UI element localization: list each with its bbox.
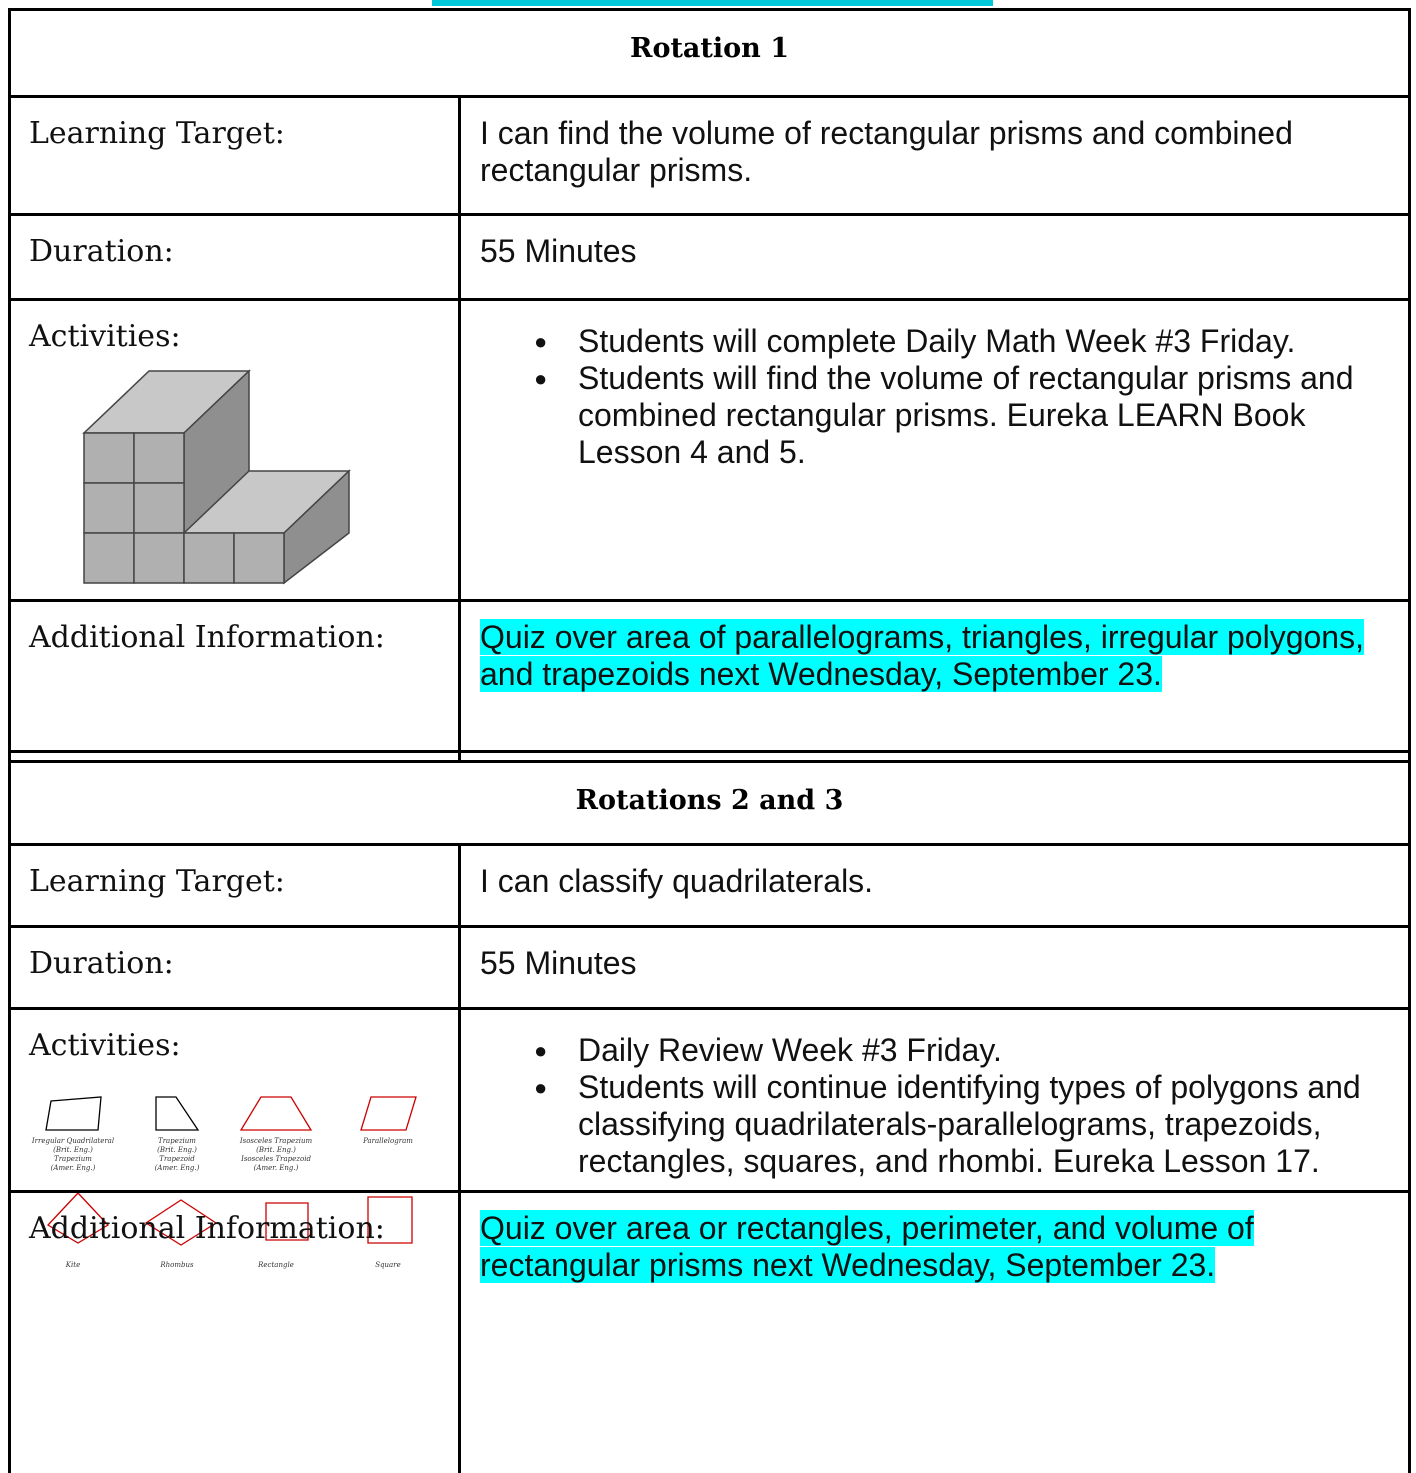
section-header: Rotations 2 and 3: [8, 760, 1411, 843]
table-row: Activities: Students will complete Daily …: [8, 298, 1411, 599]
figure-label: (Brit. Eng.): [256, 1146, 296, 1154]
column-divider: [458, 753, 461, 760]
cube-face: [83, 482, 135, 534]
cube-face: [83, 532, 135, 584]
row-content: Quiz over area of parallelograms, triang…: [480, 602, 1390, 693]
bullet-list: Students will complete Daily Math Week #…: [480, 323, 1390, 471]
table-row: Learning Target: I can find the volume of…: [8, 95, 1411, 213]
row-content: 55 Minutes: [480, 928, 1390, 982]
cube-face: [133, 432, 185, 484]
cube-face: [83, 432, 135, 484]
quadrilateral: [46, 1192, 110, 1244]
row-label: Additional Information:: [11, 1193, 461, 1473]
quadrilateral: [360, 1096, 417, 1131]
cube-face: [133, 482, 185, 534]
quadrilateral: [155, 1096, 200, 1131]
table-row: Additional Information: Quiz over area or…: [8, 1190, 1411, 1473]
cell-text: I can find the volume of rectangular pri…: [480, 115, 1293, 188]
table-row: Duration: 55 Minutes: [8, 925, 1411, 1007]
table-row: [8, 750, 1411, 760]
quadrilateral-figure: Irregular Quadrilateral(Brit. Eng.)Trape…: [31, 1096, 417, 1269]
figure-label: Square: [375, 1261, 400, 1269]
cell-text: 55 Minutes: [480, 945, 637, 981]
quadrilateral: [367, 1196, 413, 1244]
figure-label: Isosceles Trapezoid: [240, 1155, 311, 1163]
quadrilateral: [45, 1096, 102, 1131]
row-label: Additional Information:: [11, 602, 461, 750]
row-content: Quiz over area or rectangles, perimeter,…: [480, 1193, 1390, 1284]
cube-face: [133, 532, 185, 584]
bullet-item: Daily Review Week #3 Friday.: [534, 1032, 1390, 1069]
highlight-bar: [432, 0, 993, 6]
cube-face: [233, 532, 285, 584]
bullet-item: Students will complete Daily Math Week #…: [534, 323, 1390, 360]
row-label: Duration:: [11, 928, 461, 1007]
bullet-item: Students will continue identifying types…: [534, 1069, 1390, 1180]
table-row: Learning Target: I can classify quadrilat…: [8, 843, 1411, 925]
figure-label: Rectangle: [257, 1261, 294, 1269]
table-row: Activities:Daily Review Week #3 Friday.S…: [8, 1007, 1411, 1269]
row-label: Learning Target:: [11, 846, 461, 925]
figure-label: Parallelogram: [362, 1137, 413, 1145]
table-row: Duration: 55 Minutes: [8, 213, 1411, 298]
figure-label: Kite: [65, 1261, 80, 1269]
section-header: Rotation 1: [8, 8, 1411, 95]
figure-label: (Amer. Eng.): [254, 1164, 299, 1172]
cell-text: 55 Minutes: [480, 233, 637, 269]
row-content: I can find the volume of rectangular pri…: [480, 98, 1390, 189]
quadrilateral: [239, 1096, 313, 1131]
row-label: Duration:: [11, 216, 461, 298]
figure-label: Isosceles Trapezium: [239, 1137, 313, 1145]
bullet-item: Students will find the volume of rectang…: [534, 360, 1390, 471]
row-label: Learning Target:: [11, 98, 461, 213]
figure-label: (Amer. Eng.): [155, 1164, 200, 1172]
figure-label: Trapezium: [54, 1155, 92, 1163]
table-row: Additional Information: Quiz over area of…: [8, 599, 1411, 750]
figure-label: (Brit. Eng.): [53, 1146, 93, 1154]
bullet-list: Daily Review Week #3 Friday.Students wil…: [480, 1032, 1390, 1180]
figure-label: Trapezium: [158, 1137, 196, 1145]
row-content: Daily Review Week #3 Friday.Students wil…: [480, 1010, 1390, 1180]
row-content: Students will complete Daily Math Week #…: [480, 301, 1390, 471]
highlighted-text: Quiz over area of parallelograms, triang…: [480, 619, 1364, 692]
row-content: I can classify quadrilaterals.: [480, 846, 1390, 900]
row-label: Activities:: [11, 301, 461, 599]
row-label: Activities:: [11, 1010, 461, 1190]
cube-face: [183, 532, 235, 584]
quadrilateral: [144, 1199, 218, 1246]
cell-text: I can classify quadrilaterals.: [480, 863, 874, 899]
highlighted-text: Quiz over area or rectangles, perimeter,…: [480, 1210, 1254, 1283]
figure-label: (Brit. Eng.): [157, 1146, 197, 1154]
figure-label: Irregular Quadrilateral: [31, 1137, 114, 1145]
quadrilateral: [265, 1202, 309, 1241]
figure-label: Trapezoid: [159, 1155, 195, 1163]
figure-label: Rhombus: [159, 1261, 194, 1269]
row-content: 55 Minutes: [480, 216, 1390, 270]
cube-figure: [82, 369, 351, 585]
figure-label: (Amer. Eng.): [51, 1164, 96, 1172]
